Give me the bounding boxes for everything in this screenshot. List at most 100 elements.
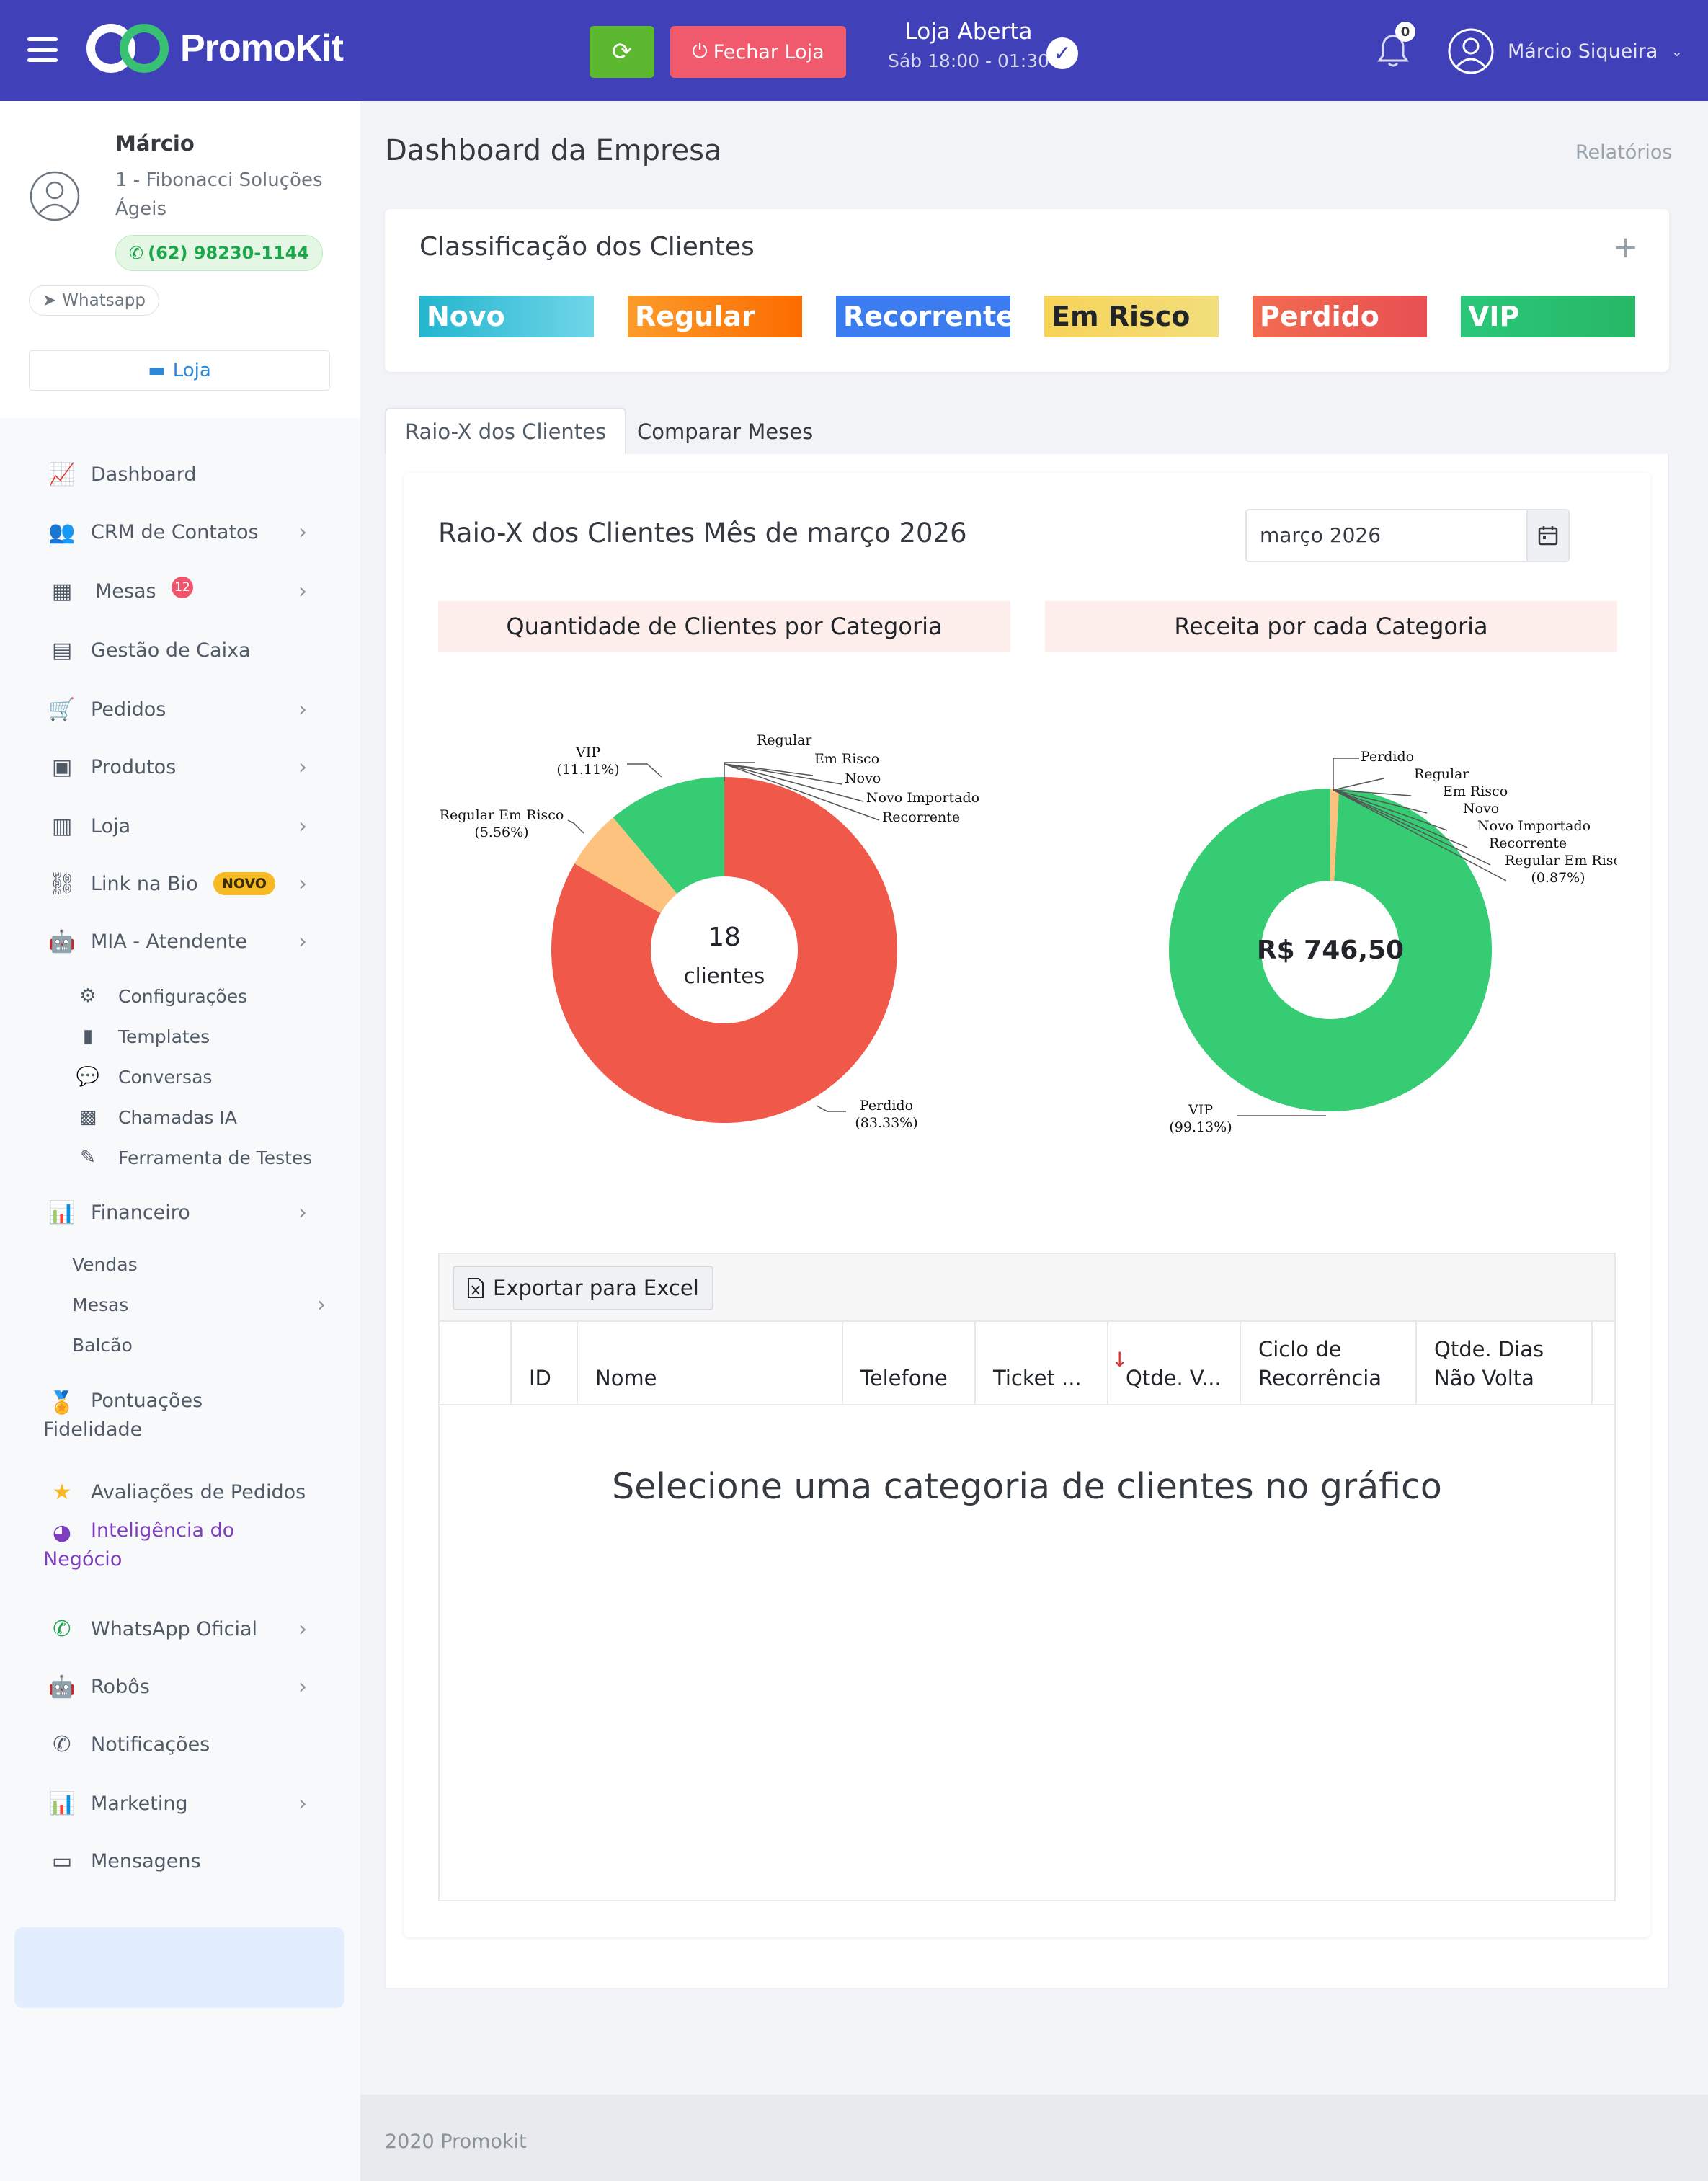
sidebar-item-mia-config[interactable]: ⚙ Configurações <box>0 974 360 1018</box>
new-badge: NOVO <box>213 872 276 895</box>
sidebar-menu: 📈 Dashboard 👥 CRM de Contatos › ▦ Mesas … <box>0 418 360 2181</box>
sidebar-item-financeiro[interactable]: 📊 Financeiro › <box>0 1191 360 1234</box>
profile-avatar-icon <box>30 171 80 221</box>
chevron-right-icon: › <box>298 696 307 722</box>
sidebar-item-mensagens[interactable]: ▭ Mensagens <box>0 1839 360 1883</box>
profile-card: Márcio 1 - Fibonacci Soluções Ágeis ✆ (6… <box>0 101 360 418</box>
sidebar-item-mia[interactable]: 🤖 MIA - Atendente › <box>0 920 360 963</box>
store-status-title: Loja Aberta <box>904 19 1033 45</box>
chevron-right-icon: › <box>317 1292 326 1318</box>
user-menu[interactable]: Márcio Siqueira ⌄ <box>1447 27 1683 75</box>
sidebar-item-whatsapp-oficial[interactable]: ✆ WhatsApp Oficial › <box>0 1607 360 1651</box>
column-ciclo[interactable]: Ciclo de Recorrência <box>1241 1322 1417 1405</box>
sidebar-item-label: WhatsApp Oficial <box>91 1617 257 1640</box>
export-excel-button[interactable]: Exportar para Excel <box>453 1266 713 1310</box>
bar-chart-icon: 📊 <box>48 1199 76 1225</box>
sidebar-item-pontuacoes[interactable]: 🏅 Pontuações Fidelidade <box>0 1384 360 1449</box>
sidebar-item-mesas[interactable]: ▦ Mesas 12 › <box>0 569 360 613</box>
label-regular: Regular <box>757 732 812 748</box>
chevron-right-icon: › <box>298 813 307 839</box>
label-vip-percent: (99.13%) <box>1169 1119 1232 1135</box>
sidebar-item-label: Notificações <box>91 1733 210 1756</box>
whatsapp-label: Whatsapp <box>62 291 146 310</box>
mesas-badge: 12 <box>172 577 193 598</box>
sidebar-item-fin-vendas[interactable]: Vendas <box>0 1243 360 1286</box>
sidebar-item-avaliacoes[interactable]: ★ Avaliações de Pedidos <box>0 1470 360 1514</box>
column-select[interactable] <box>440 1322 512 1405</box>
close-store-button[interactable]: ⏻ Fechar Loja <box>670 26 846 78</box>
store-icon: ▬ <box>148 360 166 381</box>
star-icon: ★ <box>52 1479 72 1505</box>
sidebar-item-fin-balcao[interactable]: Balcão <box>0 1323 360 1367</box>
calendar-button[interactable] <box>1526 510 1568 561</box>
column-ticket[interactable]: Ticket ... <box>976 1322 1108 1405</box>
profile-name: Márcio <box>115 131 195 156</box>
leader-line <box>816 1105 846 1112</box>
menu-toggle-icon[interactable] <box>27 37 58 62</box>
label-perdido-percent: (83.33%) <box>855 1115 917 1131</box>
leader-line <box>724 762 755 781</box>
label-em-risco: Em Risco <box>1443 783 1508 799</box>
sidebar-item-label: MIA - Atendente <box>91 930 248 953</box>
sidebar-item-label: Dashboard <box>91 463 197 486</box>
sidebar-item-inteligencia[interactable]: ◕ Inteligência do Negócio <box>0 1511 360 1576</box>
active-item-highlight <box>14 1927 344 2008</box>
chevron-right-icon: › <box>298 1616 307 1642</box>
column-id[interactable]: ID <box>512 1322 578 1405</box>
reports-link[interactable]: Relatórios <box>1575 141 1673 164</box>
profile-phone-badge[interactable]: ✆ (62) 98230-1144 <box>115 235 324 271</box>
sidebar-item-mia-testes[interactable]: ✎ Ferramenta de Testes <box>0 1136 360 1179</box>
leader-line <box>1333 778 1507 881</box>
sidebar-item-dashboard[interactable]: 📈 Dashboard <box>0 453 360 496</box>
tab-raiox[interactable]: Raio-X dos Clientes <box>385 408 627 456</box>
brand-logo[interactable]: PromoKit <box>85 22 344 75</box>
sidebar-item-linkbio[interactable]: ⛓ Link na Bio NOVO › <box>0 862 360 905</box>
column-telefone[interactable]: Telefone <box>843 1322 976 1405</box>
revenue-by-category-chart[interactable]: R$ 746,50 Perdido Regular Em Risco Novo … <box>1045 692 1617 1168</box>
store-button[interactable]: ▬ Loja <box>29 350 330 391</box>
column-nome[interactable]: Nome <box>578 1322 843 1405</box>
chart2-title: Receita por cada Categoria <box>1045 601 1617 652</box>
tab-comparar[interactable]: Comparar Meses <box>637 419 814 444</box>
category-regular[interactable]: Regular <box>628 296 802 337</box>
sidebar-item-label: Mesas <box>72 1294 129 1315</box>
sidebar-item-crm[interactable]: 👥 CRM de Contatos › <box>0 510 360 554</box>
whatsapp-icon: ✆ <box>129 243 144 263</box>
sitemap-icon: ⛓ <box>48 871 76 897</box>
category-recorrente[interactable]: Recorrente <box>836 296 1015 337</box>
sidebar-item-mia-conversas[interactable]: 💬 Conversas <box>0 1055 360 1098</box>
sidebar-item-caixa[interactable]: ▤ Gestão de Caixa <box>0 628 360 672</box>
sidebar-item-label: Gestão de Caixa <box>91 639 251 662</box>
month-input[interactable]: março 2026 <box>1245 509 1570 562</box>
label-regular: Regular <box>1414 766 1469 782</box>
sidebar-item-label: Chamadas IA <box>118 1106 237 1128</box>
microchip-icon: ▩ <box>79 1106 97 1128</box>
table-icon: ▦ <box>51 578 73 604</box>
category-em-risco[interactable]: Em Risco <box>1044 296 1219 337</box>
column-qtde-v[interactable]: Qtde. V... <box>1108 1322 1241 1405</box>
sidebar-item-pedidos[interactable]: 🛒 Pedidos › <box>0 688 360 731</box>
sidebar-item-produtos[interactable]: ▣ Produtos › <box>0 745 360 789</box>
sort-desc-icon[interactable]: ↓ <box>1111 1348 1129 1372</box>
clients-by-category-chart[interactable]: 18 clientes Regular Em Risco Novo Novo I… <box>438 692 1010 1168</box>
robot-icon: 🤖 <box>48 1674 76 1700</box>
category-perdido[interactable]: Perdido <box>1253 296 1427 337</box>
whatsapp-button[interactable]: ➤ Whatsapp <box>29 285 159 316</box>
sidebar-item-mia-chamadas[interactable]: ▩ Chamadas IA <box>0 1096 360 1139</box>
sidebar-item-fin-mesas[interactable]: Mesas › <box>0 1283 360 1326</box>
label-regular-em-risco: Regular Em Risco <box>1505 853 1617 869</box>
category-vip[interactable]: VIP <box>1461 296 1635 337</box>
sidebar-item-loja[interactable]: ▥ Loja › <box>0 804 360 848</box>
column-dias-nao-volta[interactable]: Qtde. Dias Não Volta <box>1417 1322 1593 1405</box>
sidebar-item-robos[interactable]: 🤖 Robôs › <box>0 1665 360 1708</box>
sidebar-item-marketing[interactable]: 📊 Marketing › <box>0 1782 360 1825</box>
label-vip: VIP <box>1188 1102 1213 1118</box>
sidebar-item-label: Negócio <box>43 1548 123 1571</box>
sidebar-item-notificacoes[interactable]: ✆ Notificações <box>0 1723 360 1766</box>
refresh-button[interactable]: ⟳ <box>590 26 654 78</box>
sidebar-item-mia-templates[interactable]: ▮ Templates <box>0 1015 360 1058</box>
sidebar: Márcio 1 - Fibonacci Soluções Ágeis ✆ (6… <box>0 101 360 2181</box>
plus-icon[interactable]: + <box>1613 229 1639 265</box>
sidebar-item-label: Pedidos <box>91 698 166 721</box>
category-novo[interactable]: Novo <box>419 296 594 337</box>
